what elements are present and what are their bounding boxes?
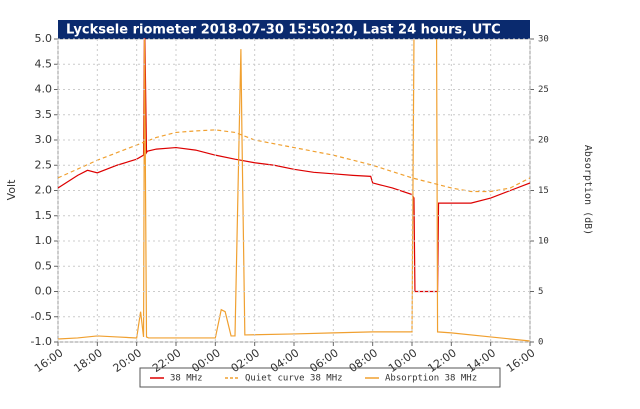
legend-label: Absorption 38 MHz bbox=[385, 374, 477, 384]
y-tick-label: 4.0 bbox=[35, 83, 53, 96]
x-tick-label: 16:00 bbox=[32, 346, 65, 375]
legend bbox=[139, 367, 501, 388]
y-tick-label: 0.5 bbox=[35, 259, 53, 272]
y-tick-label: -0.5 bbox=[31, 310, 52, 323]
legend-label: Quiet curve 38 MHz bbox=[245, 374, 343, 384]
y-axis-label: Volt bbox=[5, 179, 18, 200]
y-tick-label: 2.5 bbox=[35, 158, 53, 171]
y2-tick-label: 10 bbox=[538, 237, 549, 247]
y2-tick-label: 30 bbox=[538, 35, 549, 45]
y2-tick-label: 5 bbox=[538, 287, 543, 297]
title-bar bbox=[58, 20, 530, 39]
y-tick-label: 3.0 bbox=[35, 133, 53, 146]
y-tick-label: 3.5 bbox=[35, 108, 53, 121]
y2-axis-label: Absorption (dB) bbox=[582, 145, 593, 235]
y-tick-label: 5.0 bbox=[35, 32, 53, 45]
y-tick-label: 1.0 bbox=[35, 234, 53, 247]
y-tick-label: 4.5 bbox=[35, 57, 53, 70]
x-tick-label: 18:00 bbox=[71, 346, 104, 375]
y2-tick-label: 0 bbox=[538, 338, 543, 348]
y-tick-label: -1.0 bbox=[31, 335, 52, 348]
x-tick-label: 20:00 bbox=[111, 346, 144, 375]
chart-title: Lycksele riometer 2018-07-30 15:50:20, L… bbox=[66, 23, 501, 38]
legend-label: 38 MHz bbox=[170, 374, 203, 384]
series-line bbox=[58, 38, 415, 340]
y-tick-label: 0.0 bbox=[35, 285, 53, 298]
y2-tick-label: 25 bbox=[538, 85, 549, 95]
y2-tick-label: 20 bbox=[538, 136, 549, 146]
y2-tick-label: 15 bbox=[538, 186, 549, 196]
y-tick-label: 2.0 bbox=[35, 184, 53, 197]
series-line bbox=[58, 129, 530, 193]
x-tick-label: 16:00 bbox=[504, 346, 537, 375]
series-line bbox=[435, 38, 530, 342]
y-tick-label: 1.5 bbox=[35, 209, 53, 222]
